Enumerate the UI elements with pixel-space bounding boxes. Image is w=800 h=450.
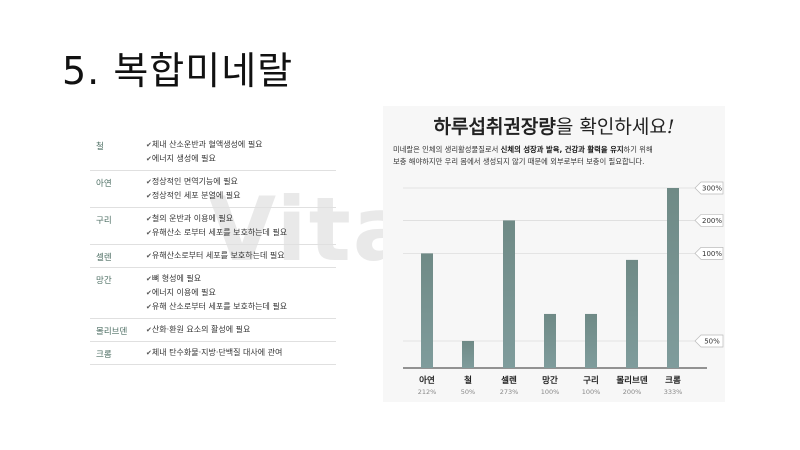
category-label: 셀렌 xyxy=(501,375,517,386)
desc-line2: 보충 해야하지만 우리 몸에서 생성되지 않기 때문에 외부로부터 보충이 필요… xyxy=(393,157,645,166)
mineral-functions: 철의 운반과 이용에 필요유해산소 로부터 세포를 보호하는데 필요 xyxy=(146,212,336,240)
panel-title-rest: 을 확인하세요 xyxy=(555,116,667,138)
table-row: 크롬 체내 탄수화물·지방·단백질 대사에 관여 xyxy=(90,342,336,365)
bar xyxy=(667,188,679,368)
value-label: 50% xyxy=(461,388,475,396)
value-label: 200% xyxy=(623,388,642,396)
bar xyxy=(462,340,474,368)
rda-bar-chart: 300% 200% 100% 50% 아연 212% 철 50% 셀렌 273% 망간 100% 구리 1… xyxy=(403,181,724,396)
mineral-name: 몰리브덴 xyxy=(96,327,128,337)
table-row: 셀렌 유해산소로부터 세포를 보호하는데 필요 xyxy=(90,245,336,268)
mineral-name: 구리 xyxy=(96,216,112,226)
bar xyxy=(503,220,515,368)
desc-line1-c: 하기 위해 xyxy=(623,145,653,154)
reference-label-box xyxy=(694,181,724,195)
category-label: 몰리브덴 xyxy=(616,375,647,386)
category-label: 아연 xyxy=(419,375,435,386)
bar xyxy=(421,253,433,368)
function-item: 에너지 생성에 필요 xyxy=(146,152,336,166)
bar xyxy=(544,313,556,368)
value-label: 212% xyxy=(418,388,437,396)
slide-title: 5. 복합미네랄 xyxy=(62,49,294,93)
function-item: 체내 산소운반과 혈액생성에 필요 xyxy=(146,138,336,152)
panel-title-mark: ! xyxy=(666,116,675,138)
panel-description: 미네랄은 인체의 생리활성물질로서 신체의 성장과 발육, 건강과 활력을 유지… xyxy=(393,144,718,168)
table-row: 구리 철의 운반과 이용에 필요유해산소 로부터 세포를 보호하는데 필요 xyxy=(90,208,336,245)
mineral-name: 크롬 xyxy=(96,350,112,360)
rda-panel: 하루섭취권장량을 확인하세요! 미네랄은 인체의 생리활성물질로서 신체의 성장… xyxy=(383,106,725,402)
function-item: 정상적인 세포 분열에 필요 xyxy=(146,189,336,203)
panel-title: 하루섭취권장량을 확인하세요! xyxy=(383,112,725,139)
function-item: 산화·환원 요소의 활성에 필요 xyxy=(146,323,336,337)
mineral-name: 셀렌 xyxy=(96,253,112,263)
mineral-name: 아연 xyxy=(96,179,112,189)
function-item: 유해산소 로부터 세포를 보호하는데 필요 xyxy=(146,226,336,240)
mineral-functions: 유해산소로부터 세포를 보호하는데 필요 xyxy=(146,249,336,263)
function-item: 유해 산소로부터 세포를 보호하는데 필요 xyxy=(146,300,336,314)
function-item: 유해산소로부터 세포를 보호하는데 필요 xyxy=(146,249,336,263)
bar xyxy=(626,259,638,368)
mineral-functions: 체내 산소운반과 혈액생성에 필요에너지 생성에 필요 xyxy=(146,138,336,166)
value-label: 100% xyxy=(582,388,601,396)
value-label: 100% xyxy=(541,388,560,396)
value-label: 273% xyxy=(500,388,519,396)
panel-title-bold: 하루섭취권장량 xyxy=(433,116,556,138)
reference-label-box xyxy=(694,334,724,348)
table-row: 망간 뼈 형성에 필요에너지 이용에 필요유해 산소로부터 세포를 보호하는데 필… xyxy=(90,268,336,319)
bar xyxy=(585,313,597,368)
mineral-functions: 정상적인 면역기능에 필요정상적인 세포 분열에 필요 xyxy=(146,175,336,203)
reference-label: 200% xyxy=(702,217,722,225)
function-item: 뼈 형성에 필요 xyxy=(146,272,336,286)
value-label: 333% xyxy=(664,388,683,396)
table-row: 몰리브덴 산화·환원 요소의 활성에 필요 xyxy=(90,319,336,342)
reference-label-box xyxy=(694,214,724,227)
category-label: 구리 xyxy=(583,375,599,386)
function-item: 체내 탄수화물·지방·단백질 대사에 관여 xyxy=(146,346,336,360)
mineral-name: 철 xyxy=(96,142,104,152)
reference-label-box xyxy=(694,247,724,260)
mineral-functions: 체내 탄수화물·지방·단백질 대사에 관여 xyxy=(146,346,336,360)
mineral-name: 망간 xyxy=(96,276,112,286)
reference-label: 50% xyxy=(704,337,720,345)
table-row: 아연 정상적인 면역기능에 필요정상적인 세포 분열에 필요 xyxy=(90,171,336,208)
function-item: 철의 운반과 이용에 필요 xyxy=(146,212,336,226)
table-row: 철 체내 산소운반과 혈액생성에 필요에너지 생성에 필요 xyxy=(90,134,336,171)
reference-label: 300% xyxy=(702,185,722,193)
desc-line1-b: 신체의 성장과 발육, 건강과 활력을 유지 xyxy=(500,145,624,154)
function-item: 에너지 이용에 필요 xyxy=(146,286,336,300)
category-label: 철 xyxy=(464,375,472,386)
mineral-functions: 뼈 형성에 필요에너지 이용에 필요유해 산소로부터 세포를 보호하는데 필요 xyxy=(146,272,336,314)
category-label: 망간 xyxy=(542,375,558,386)
function-item: 정상적인 면역기능에 필요 xyxy=(146,175,336,189)
reference-label: 100% xyxy=(702,250,722,258)
mineral-functions: 산화·환원 요소의 활성에 필요 xyxy=(146,323,336,337)
category-label: 크롬 xyxy=(665,375,681,386)
desc-line1-a: 미네랄은 인체의 생리활성물질로서 xyxy=(393,145,501,154)
